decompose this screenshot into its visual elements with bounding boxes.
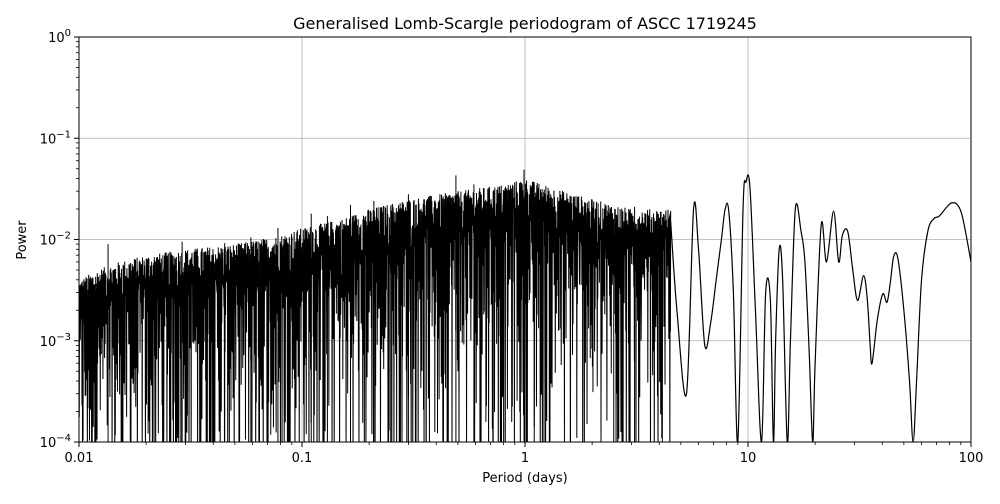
y-tick-exponent: −2 bbox=[56, 231, 71, 242]
periodogram-noise-line bbox=[79, 180, 672, 442]
y-tick-label: 10−2 bbox=[40, 231, 71, 249]
y-tick-label: 10−1 bbox=[40, 129, 71, 147]
y-tick-exponent: −1 bbox=[56, 129, 71, 140]
x-tick-label: 100 bbox=[959, 451, 984, 466]
y-tick-label: 10−4 bbox=[40, 433, 71, 451]
y-tick-exponent: −4 bbox=[56, 433, 71, 444]
x-axis-label: Period (days) bbox=[482, 471, 568, 486]
chart-title: Generalised Lomb-Scargle periodogram of … bbox=[293, 14, 757, 33]
y-tick-exponent: −3 bbox=[56, 332, 71, 343]
x-tick-label: 1 bbox=[521, 451, 529, 466]
y-tick-exponent: 0 bbox=[65, 28, 71, 39]
y-tick-base: 10 bbox=[40, 234, 57, 249]
series-layer bbox=[79, 169, 971, 442]
y-tick-base: 10 bbox=[48, 31, 65, 46]
y-tick-label: 10−3 bbox=[40, 332, 71, 350]
y-axis-label: Power bbox=[15, 220, 30, 260]
y-tick-label: 100 bbox=[48, 28, 71, 46]
x-tick-label: 0.1 bbox=[292, 451, 313, 466]
x-tick-label: 10 bbox=[740, 451, 757, 466]
y-tick-base: 10 bbox=[40, 436, 57, 451]
y-tick-base: 10 bbox=[40, 132, 57, 147]
y-tick-base: 10 bbox=[40, 335, 57, 350]
x-tick-label: 0.01 bbox=[65, 451, 94, 466]
periodogram-tail-line bbox=[670, 174, 971, 442]
